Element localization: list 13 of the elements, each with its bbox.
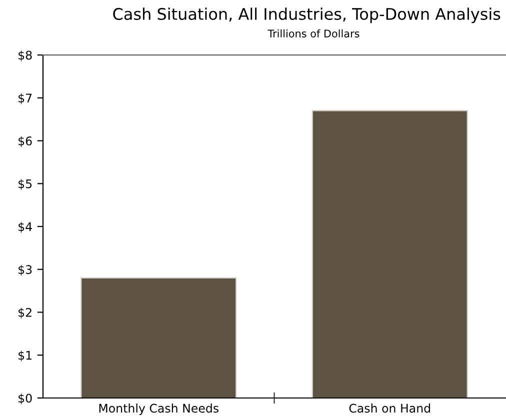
y-tick-label: $4: [18, 222, 32, 233]
x-tick-label: Cash on Hand: [349, 404, 430, 413]
chart-subtitle: Trillions of Dollars: [268, 29, 360, 38]
x-tick-label: Monthly Cash Needs: [99, 404, 218, 415]
y-tick-label: $3: [18, 264, 32, 276]
y-tick-label: $2: [18, 308, 32, 318]
y-tick-label: $6: [18, 136, 32, 147]
y-tick-label: $5: [18, 179, 32, 190]
y-tick-label: $0: [18, 394, 32, 404]
y-tick-label: $1: [18, 350, 32, 362]
y-tick-label: $8: [18, 50, 32, 62]
y-tick-label: $7: [18, 93, 32, 104]
chart-title: Cash Situation, All Industries, Top-Down Analysis: [113, 8, 500, 24]
